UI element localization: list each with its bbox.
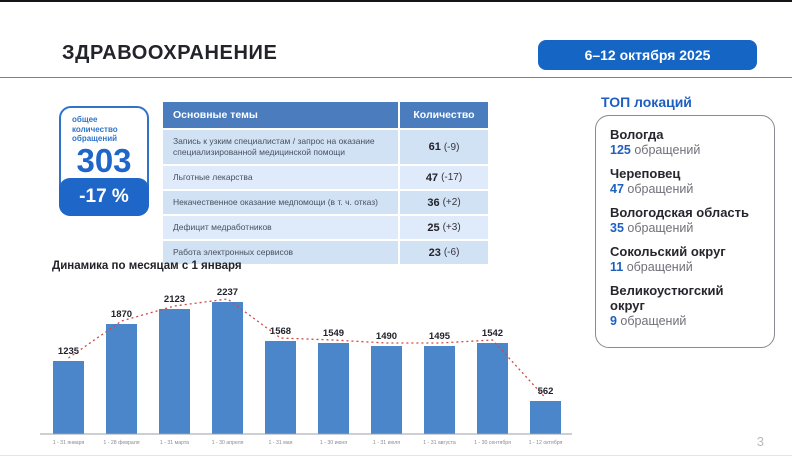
- count-cell: 61 (-9): [400, 130, 488, 165]
- total-requests-label: общее количество обращений: [72, 115, 118, 144]
- location-name: Вологодская область: [610, 204, 750, 220]
- bar: [265, 341, 296, 434]
- bar: [318, 343, 349, 434]
- main-topics-table: Основные темы Количество Запись к узким …: [163, 102, 488, 266]
- header-divider: [0, 77, 792, 78]
- bar-value-label: 1490: [376, 331, 397, 342]
- bar: [53, 361, 84, 434]
- table-header-row: Основные темы Количество: [163, 102, 488, 128]
- x-axis-label: 1 - 31 марта: [160, 440, 189, 446]
- location-name: Череповец: [610, 165, 681, 181]
- x-axis-label: 1 - 31 августа: [423, 440, 456, 446]
- table-row: Работа электронных сервисов 23 (-6): [163, 241, 488, 265]
- topic-cell: Запись к узким специалистам / запрос на …: [163, 130, 398, 165]
- table-row: Некачественное оказание медпомощи (в т. …: [163, 191, 488, 215]
- top-locations-title: ТОП локаций: [601, 94, 692, 110]
- table-header-count: Количество: [400, 102, 488, 128]
- total-requests-change-badge: -17 %: [59, 178, 149, 216]
- table-row: Запись к узким специалистам / запрос на …: [163, 130, 488, 165]
- location-count: 9 обращений: [610, 313, 687, 328]
- count-cell: 25 (+3): [400, 216, 488, 240]
- location-count: 47 обращений: [610, 181, 694, 196]
- table-header-topics: Основные темы: [163, 102, 398, 128]
- location-count: 11 обращений: [610, 259, 693, 274]
- monthly-dynamics-bar-chart: 1235 1 - 31 января 1870 1 - 28 февраля 2123 1…: [40, 287, 572, 446]
- bar: [424, 346, 455, 434]
- x-axis-label: 1 - 31 января: [53, 440, 85, 446]
- total-requests-value: 303: [76, 141, 132, 179]
- bar-value-label: 1870: [111, 309, 132, 320]
- bar: [477, 343, 508, 434]
- location-name: Вологда: [610, 127, 664, 142]
- x-axis-label: 1 - 30 июня: [320, 440, 347, 446]
- count-cell: 36 (+2): [400, 191, 488, 215]
- x-axis-label: 1 - 30 сентября: [474, 440, 511, 446]
- bar: [159, 309, 190, 434]
- bar-value-label: 1235: [58, 346, 80, 357]
- count-cell: 47 (-17): [400, 166, 488, 190]
- location-item: Вологда 125 обращений: [610, 127, 760, 157]
- top-locations-card: Вологда 125 обращений Череповец 47 обращени…: [595, 115, 775, 348]
- count-cell: 23 (-6): [400, 241, 488, 265]
- topic-cell: Дефицит медработников: [163, 216, 398, 240]
- chart-title: Динамика по месяцам с 1 января: [52, 260, 242, 272]
- location-item: Сокольский округ 11 обращений: [610, 243, 760, 274]
- topic-cell: Работа электронных сервисов: [163, 241, 398, 265]
- x-axis-label: 1 - 30 апреля: [212, 440, 244, 446]
- bar: [371, 346, 402, 434]
- bar-value-label: 1495: [429, 331, 451, 342]
- location-item: Вологодская область 35 обращений: [610, 204, 760, 235]
- topic-cell: Льготные лекарства: [163, 166, 398, 190]
- x-axis-label: 1 - 31 июля: [373, 440, 400, 446]
- page-title: ЗДРАВООХРАНЕНИЕ: [62, 42, 278, 64]
- bar-value-label: 562: [538, 386, 554, 397]
- x-axis-label: 1 - 12 октября: [529, 440, 563, 446]
- bar-value-label: 2123: [164, 294, 185, 305]
- x-axis-label: 1 - 28 февраля: [103, 440, 139, 446]
- location-name: Сокольский округ: [610, 243, 726, 259]
- location-name: Великоустюгский округ: [610, 282, 724, 313]
- page-number: 3: [756, 434, 764, 449]
- bar: [106, 324, 137, 434]
- trend-line: [68, 298, 546, 399]
- location-count: 35 обращений: [610, 220, 694, 235]
- table-row: Дефицит медработников 25 (+3): [163, 216, 488, 240]
- location-item: Великоустюгский округ 9 обращений: [610, 282, 760, 328]
- x-axis-label: 1 - 31 мая: [269, 440, 293, 446]
- bar-value-label: 1568: [270, 326, 291, 337]
- topic-cell: Некачественное оказание медпомощи (в т. …: [163, 191, 398, 215]
- bar: [530, 401, 561, 434]
- bar: [212, 302, 243, 434]
- location-count: 125 обращений: [610, 142, 701, 157]
- location-item: Череповец 47 обращений: [610, 165, 760, 196]
- total-requests-card: общее количество обращений 303 -17 %: [59, 106, 149, 216]
- bar-value-label: 1542: [482, 328, 503, 339]
- bar-value-label: 2237: [217, 287, 238, 298]
- date-range-badge: 6–12 октября 2025: [538, 40, 757, 70]
- table-row: Льготные лекарства 47 (-17): [163, 166, 488, 190]
- bar-value-label: 1549: [323, 328, 344, 339]
